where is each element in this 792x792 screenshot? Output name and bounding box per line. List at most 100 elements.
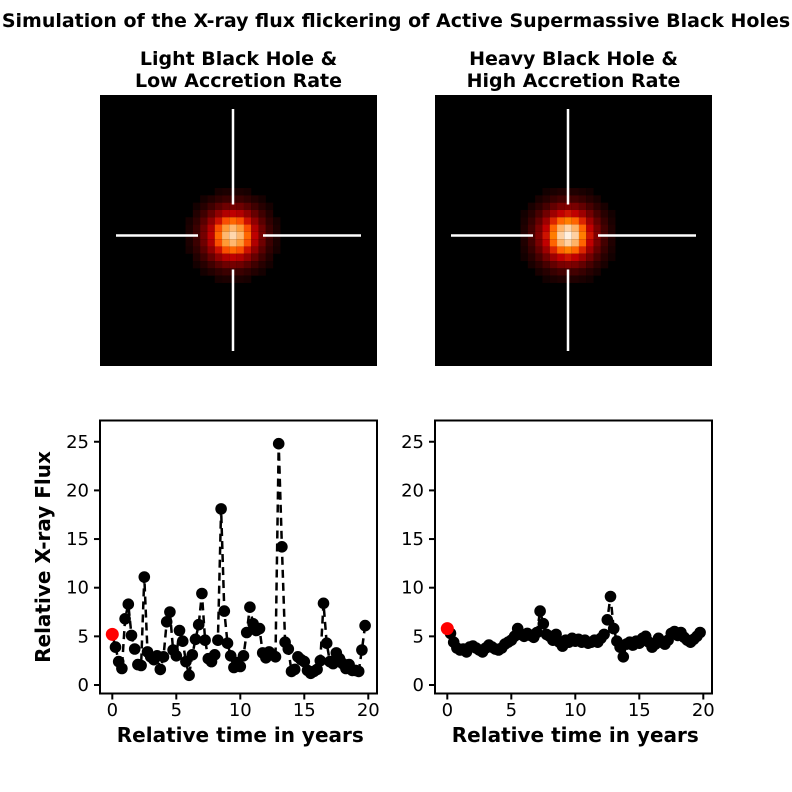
blob-pixel: [251, 202, 259, 210]
blob-pixel: [578, 253, 587, 262]
blob-pixel: [236, 209, 244, 218]
blob-pixel: [557, 231, 565, 240]
scatter-series: [109, 437, 371, 682]
data-point-marker: [607, 622, 620, 635]
data-point-marker: [176, 635, 189, 647]
blob-pixel: [593, 209, 601, 218]
black-hole-image-left: [100, 95, 377, 366]
blob-pixel: [192, 217, 201, 225]
blob-pixel: [564, 239, 572, 247]
blob-pixel: [593, 195, 601, 203]
blob-pixel: [243, 268, 252, 276]
blob-pixel: [243, 224, 252, 232]
blob-pixel: [564, 209, 572, 218]
blob-pixel: [542, 239, 550, 247]
blob-pixel: [222, 275, 230, 283]
blob-pixel: [236, 268, 244, 276]
blob-pixel: [557, 217, 565, 225]
y-tick-label: 20: [66, 480, 89, 501]
blob-pixel: [586, 239, 594, 247]
blob-pixel: [273, 224, 281, 232]
blob-pixel: [236, 246, 244, 254]
blob-pixel: [192, 261, 201, 269]
blob-pixel: [214, 246, 223, 254]
subplot-title-left-line1: Light Black Hole &: [139, 48, 338, 70]
blob-pixel: [273, 246, 281, 254]
blob-pixel: [229, 217, 237, 225]
blob-pixel: [243, 217, 252, 225]
blob-pixel: [222, 202, 230, 210]
blob-pixel: [229, 239, 237, 247]
blob-pixel: [557, 253, 565, 262]
blob-pixel: [214, 224, 223, 232]
blob-pixel: [265, 224, 274, 232]
blob-pixel: [586, 217, 594, 225]
blob-pixel: [200, 261, 208, 269]
x-tick-label: 5: [506, 700, 517, 721]
blob-pixel: [557, 209, 565, 218]
blob-pixel: [243, 246, 252, 254]
blob-pixel: [243, 188, 252, 196]
x-tick-label: 5: [171, 700, 182, 721]
blob-pixel: [608, 239, 616, 247]
data-point-marker: [282, 643, 295, 655]
blob-pixel: [236, 217, 244, 225]
blob-pixel: [243, 261, 252, 269]
blob-pixel: [265, 253, 274, 262]
blob-pixel: [571, 253, 579, 262]
blob-pixel: [243, 195, 252, 203]
blob-pixel: [185, 224, 193, 232]
blob-pixel: [564, 253, 572, 262]
blob-pixel: [251, 209, 259, 218]
data-point-marker: [617, 651, 630, 663]
blob-pixel: [608, 224, 616, 232]
blob-pixel: [593, 268, 601, 276]
data-point-marker: [537, 617, 550, 630]
blob-pixel: [549, 268, 558, 276]
blob-pixel: [236, 261, 244, 269]
blob-pixel: [258, 261, 266, 269]
data-point-marker: [253, 622, 266, 635]
blob-pixel: [229, 209, 237, 218]
data-point-marker: [240, 626, 253, 639]
blob-pixel: [520, 239, 528, 247]
blob-pixel: [251, 195, 259, 203]
blob-pixel: [571, 231, 579, 240]
blob-pixel: [600, 261, 609, 269]
blob-pixel: [564, 217, 572, 225]
blob-pixel: [207, 231, 215, 240]
blob-pixel: [243, 275, 252, 283]
blob-pixel: [593, 217, 601, 225]
y-tick-label: 0: [413, 675, 424, 696]
blob-pixel: [549, 239, 558, 247]
blob-pixel: [214, 202, 223, 210]
data-point-marker: [189, 633, 202, 646]
blob-pixel: [265, 246, 274, 254]
data-point-marker: [359, 619, 371, 632]
data-point-marker: [116, 662, 128, 675]
blob-pixel: [600, 209, 609, 218]
blob-pixel: [527, 261, 536, 269]
blob-pixel: [578, 224, 587, 232]
blob-pixel: [586, 209, 594, 218]
blob-pixel: [243, 253, 252, 262]
blob-pixel: [243, 231, 252, 240]
blob-pixel: [207, 209, 215, 218]
x-tick-label: 20: [357, 700, 380, 721]
data-point-marker: [170, 650, 183, 662]
data-point-marker: [125, 629, 138, 642]
blob-pixel: [200, 224, 208, 232]
blob-pixel: [564, 246, 572, 254]
data-point-marker: [212, 634, 224, 646]
blob-pixel: [593, 253, 601, 262]
data-point-marker: [109, 641, 122, 653]
blob-pixel: [564, 231, 572, 240]
y-tick-label: 10: [66, 578, 89, 599]
blob-pixel: [229, 231, 237, 240]
blob-pixel: [542, 231, 550, 240]
blob-pixel: [600, 202, 609, 210]
blob-pixel: [200, 253, 208, 262]
blob-pixel: [593, 224, 601, 232]
blob-pixel: [251, 224, 259, 232]
blob-pixel: [214, 261, 223, 269]
